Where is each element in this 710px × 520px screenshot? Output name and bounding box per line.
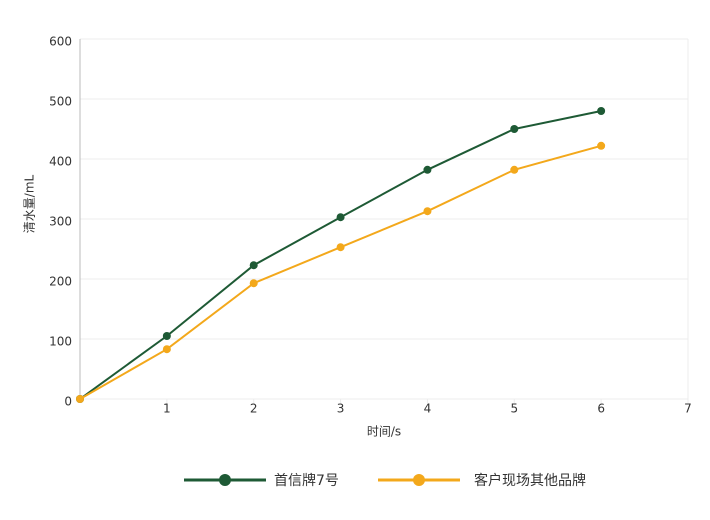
data-point (336, 243, 345, 252)
data-point (76, 395, 84, 403)
y-tick-label: 100 (49, 335, 72, 349)
x-tick-label: 6 (597, 402, 605, 416)
x-tick-label: 7 (684, 402, 692, 416)
data-point (249, 279, 258, 288)
data-point (162, 345, 171, 354)
data-point (162, 332, 171, 340)
data-point (597, 141, 606, 150)
y-tick-label: 600 (49, 35, 72, 49)
x-tick-label: 4 (424, 402, 432, 416)
y-tick-label: 500 (49, 95, 72, 109)
data-point (423, 165, 432, 174)
data-point (510, 165, 519, 174)
x-tick-label: 1 (163, 402, 171, 416)
legend-label: 首信牌7号 (274, 472, 339, 489)
data-point (336, 213, 345, 222)
x-tick-label: 5 (510, 402, 518, 416)
x-tick-label: 3 (337, 402, 345, 416)
legend-label: 客户现场其他品牌 (474, 472, 586, 489)
series-line (79, 144, 602, 400)
data-point (423, 207, 432, 216)
y-axis-label: 清水量/mL (23, 174, 37, 233)
y-tick-label: 300 (49, 215, 72, 229)
data-point (510, 125, 519, 133)
y-tick-label: 0 (64, 395, 72, 409)
x-axis-label: 时间/s (367, 425, 401, 439)
y-tick-label: 400 (49, 155, 72, 169)
series-line (79, 110, 602, 400)
x-tick-label: 2 (250, 402, 258, 416)
y-tick-label: 200 (49, 275, 72, 289)
data-point (597, 107, 606, 115)
legend-marker (219, 474, 231, 486)
legend-marker (413, 474, 425, 486)
data-point (249, 261, 258, 270)
